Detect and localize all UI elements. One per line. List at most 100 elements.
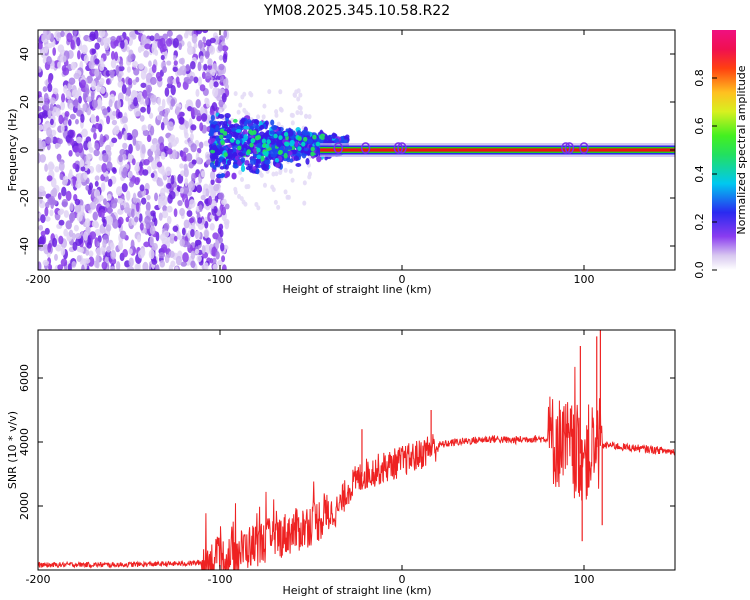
- heatmap-cell: [52, 237, 58, 248]
- heatmap-cell: [169, 238, 175, 244]
- heatmap-cell: [72, 162, 77, 169]
- spectrogram-x-ticks: -200 -100 0 100: [26, 30, 595, 286]
- heatmap-cell: [219, 134, 224, 140]
- heatmap-cell: [188, 180, 195, 192]
- heatmap-cell: [261, 114, 266, 120]
- heatmap-cell: [76, 255, 82, 262]
- heatmap-cell: [173, 60, 178, 66]
- spectrogram-y-tick-label: -20: [18, 189, 31, 207]
- heatmap-cell: [89, 231, 97, 240]
- heatmap-cell: [276, 130, 283, 135]
- heatmap-cell: [38, 111, 46, 119]
- heatmap-cell: [161, 169, 166, 176]
- heatmap-cell: [77, 50, 81, 60]
- heatmap-cell: [110, 250, 117, 260]
- heatmap-cell: [213, 183, 220, 192]
- heatmap-cell: [221, 45, 229, 52]
- heatmap-cell: [108, 216, 113, 226]
- heatmap-cell: [198, 204, 203, 211]
- heatmap-cell: [135, 76, 140, 83]
- heatmap-cell: [83, 231, 89, 241]
- heatmap-cell: [164, 87, 170, 97]
- heatmap-cell: [255, 168, 260, 175]
- heatmap-cell: [121, 84, 127, 94]
- heatmap-cell: [179, 66, 183, 76]
- heatmap-cell: [38, 261, 42, 270]
- heatmap-cell: [63, 228, 68, 237]
- heatmap-cell: [160, 54, 165, 61]
- heatmap-cell: [97, 97, 102, 107]
- heatmap-cell: [207, 64, 213, 70]
- heatmap-cell: [132, 90, 138, 97]
- heatmap-cell: [180, 187, 184, 194]
- heatmap-cell: [175, 106, 180, 116]
- spectrogram-heatmap: [38, 30, 675, 270]
- heatmap-cell: [218, 173, 225, 179]
- heatmap-cell: [219, 128, 225, 134]
- heatmap-cell: [297, 136, 302, 141]
- heatmap-cell: [61, 186, 67, 197]
- heatmap-cell: [190, 260, 196, 269]
- heatmap-cell: [196, 255, 202, 263]
- heatmap-cell: [209, 109, 215, 116]
- heatmap-cell: [150, 94, 157, 103]
- heatmap-cell: [57, 153, 61, 163]
- heatmap-cell: [222, 53, 228, 63]
- heatmap-cell: [283, 189, 288, 195]
- heatmap-cell: [175, 255, 182, 266]
- heatmap-cell: [38, 105, 42, 112]
- heatmap-cell: [256, 114, 261, 120]
- heatmap-cell: [246, 119, 252, 124]
- heatmap-cell: [75, 237, 82, 247]
- heatmap-cell: [185, 99, 193, 106]
- heatmap-cell: [38, 96, 45, 106]
- heatmap-cell: [104, 38, 108, 49]
- snr-x-tick-label: 100: [574, 573, 595, 586]
- heatmap-cell: [237, 151, 244, 156]
- heatmap-cell: [235, 139, 241, 145]
- heatmap-cell: [59, 173, 64, 181]
- snr-x-label: Height of straight line (km): [282, 584, 431, 597]
- heatmap-cell: [257, 142, 262, 148]
- heatmap-cell: [164, 254, 170, 264]
- heatmap-cell: [54, 253, 58, 261]
- heatmap-cell: [184, 177, 189, 187]
- heatmap-cell: [139, 184, 145, 192]
- heatmap-cell: [60, 30, 65, 38]
- heatmap-cell: [217, 114, 225, 119]
- heatmap-cell: [44, 136, 52, 145]
- heatmap-cell: [193, 76, 199, 84]
- heatmap-cell: [60, 247, 66, 256]
- heatmap-cell: [166, 30, 173, 38]
- heatmap-cell: [66, 32, 73, 43]
- heatmap-cell: [310, 151, 315, 157]
- heatmap-cell: [57, 192, 62, 200]
- heatmap-cell: [194, 248, 200, 255]
- heatmap-cell: [58, 138, 63, 145]
- heatmap-cell: [94, 228, 102, 236]
- heatmap-cell: [190, 143, 197, 153]
- heatmap-cell: [39, 235, 45, 246]
- heatmap-cell: [44, 43, 49, 54]
- heatmap-cell: [267, 89, 272, 95]
- heatmap-cell: [85, 96, 93, 102]
- heatmap-cell: [86, 107, 92, 116]
- heatmap-cell: [179, 124, 186, 130]
- heatmap-cell: [160, 121, 165, 131]
- heatmap-cell: [69, 202, 74, 211]
- heatmap-cell: [178, 116, 185, 125]
- heatmap-cell: [64, 111, 70, 117]
- heatmap-cell: [227, 148, 234, 154]
- heatmap-cell: [163, 222, 170, 231]
- heatmap-cell: [106, 246, 111, 253]
- heatmap-cell: [80, 79, 86, 88]
- heatmap-cell: [149, 225, 156, 235]
- heatmap-cell: [47, 83, 53, 93]
- heatmap-cell: [319, 133, 326, 140]
- heatmap-cell: [47, 109, 52, 118]
- heatmap-cell: [127, 266, 134, 270]
- heatmap-cell: [143, 159, 150, 166]
- heatmap-cell: [78, 95, 82, 104]
- heatmap-cell: [218, 223, 224, 231]
- heatmap-cell: [79, 247, 84, 254]
